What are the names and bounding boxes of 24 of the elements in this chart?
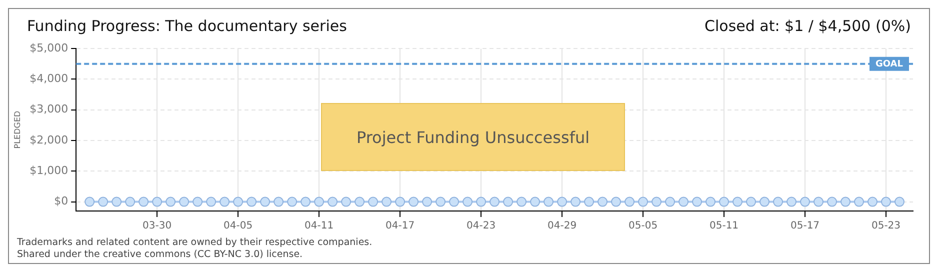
x-tick-label: 04-11 bbox=[304, 220, 334, 232]
x-tick-label: 04-05 bbox=[224, 220, 253, 232]
x-tick-label: 05-11 bbox=[709, 220, 739, 232]
chart-subtitle: Closed at: $1 / $4,500 (0%) bbox=[704, 17, 911, 37]
ref-line-label: GOAL bbox=[876, 59, 904, 70]
x-tick-label: 05-23 bbox=[871, 220, 901, 232]
y-tick-label: $3,000 bbox=[30, 102, 68, 116]
x-tick-label: 03-30 bbox=[142, 220, 172, 232]
text: Shared under the creative commons (CC BY-NC 3.0) license. bbox=[17, 249, 304, 261]
text: Trademarks and related content are owned by their respective companies. bbox=[17, 237, 374, 249]
x-tick-label: 05-05 bbox=[628, 220, 658, 232]
x-tick-label: 05-17 bbox=[790, 220, 820, 232]
y-tick-label: $4,000 bbox=[30, 72, 68, 86]
status-banner: Project Funding Unsuccessful bbox=[321, 103, 625, 171]
x-tick-label: 04-23 bbox=[466, 220, 496, 232]
y-axis-title: PLEDGED bbox=[12, 110, 22, 149]
y-tick-label: $1,000 bbox=[30, 164, 68, 178]
annotation: Project Funding Unsuccessful bbox=[356, 128, 590, 146]
y-tick-label: $2,000 bbox=[30, 133, 68, 146]
x-tick-label: 04-17 bbox=[386, 220, 415, 232]
x-tick-label: 04-29 bbox=[548, 220, 577, 232]
y-tick-label: $0 bbox=[54, 194, 68, 208]
y-tick-label: $5,000 bbox=[30, 41, 68, 54]
chart-title: Funding Progress: The documentary series bbox=[27, 17, 347, 37]
